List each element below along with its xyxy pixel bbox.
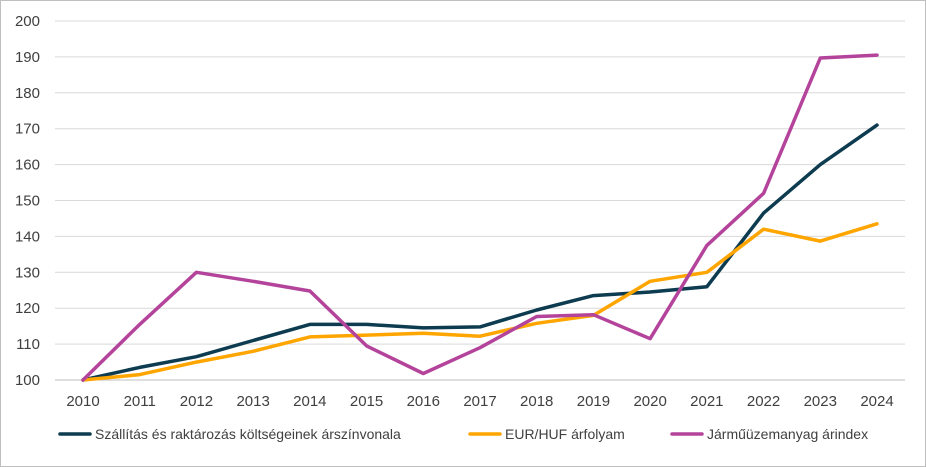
x-axis-tick-labels: 2010 2011 2012 2013 2014 2015 2016 2017 2018 2019…: [66, 393, 893, 410]
x-tick-label: 2021: [690, 393, 723, 410]
y-tick-label: 130: [15, 264, 40, 281]
y-axis-tick-labels: 100 110 120 130 140 150 160 170 180 190 200: [15, 13, 40, 389]
y-tick-label: 170: [15, 121, 40, 138]
series-lines: [81, 53, 879, 382]
legend-item: Szállítás és raktározás költségeinek árs…: [58, 426, 401, 442]
legend-item: EUR/HUF árfolyam: [468, 426, 625, 442]
y-tick-label: 200: [15, 13, 40, 30]
x-tick-label: 2013: [236, 393, 269, 410]
x-tick-label: 2011: [124, 393, 156, 410]
x-tick-label: 2022: [747, 393, 780, 410]
x-tick-label: 2017: [463, 393, 496, 410]
legend-label: EUR/HUF árfolyam: [505, 426, 625, 442]
series-line-1: [81, 123, 879, 382]
y-tick-label: 190: [15, 49, 40, 66]
x-tick-label: 2012: [180, 393, 213, 410]
x-tick-label: 2018: [520, 393, 553, 410]
x-tick-label: 2014: [293, 393, 326, 410]
series-line-3: [81, 53, 879, 382]
gridlines: [55, 20, 905, 381]
y-tick-label: 140: [15, 228, 40, 245]
x-tick-label: 2024: [860, 393, 893, 410]
x-tick-label: 2015: [350, 393, 383, 410]
x-tick-label: 2020: [633, 393, 666, 410]
x-tick-label: 2019: [577, 393, 610, 410]
legend-item: Járműüzemanyag árindex: [670, 426, 868, 442]
y-tick-label: 150: [15, 193, 40, 210]
y-tick-label: 160: [15, 157, 40, 174]
y-tick-label: 180: [15, 85, 40, 102]
series-line-2: [81, 222, 879, 382]
x-tick-label: 2016: [407, 393, 440, 410]
y-tick-label: 100: [15, 372, 40, 389]
legend-label: Járműüzemanyag árindex: [707, 426, 868, 442]
x-tick-label: 2010: [66, 393, 99, 410]
legend: Szállítás és raktározás költségeinek árs…: [58, 426, 868, 442]
legend-label: Szállítás és raktározás költségeinek árs…: [95, 426, 401, 442]
x-tick-label: 2023: [804, 393, 837, 410]
y-tick-label: 110: [16, 336, 40, 353]
y-tick-label: 120: [15, 300, 40, 317]
